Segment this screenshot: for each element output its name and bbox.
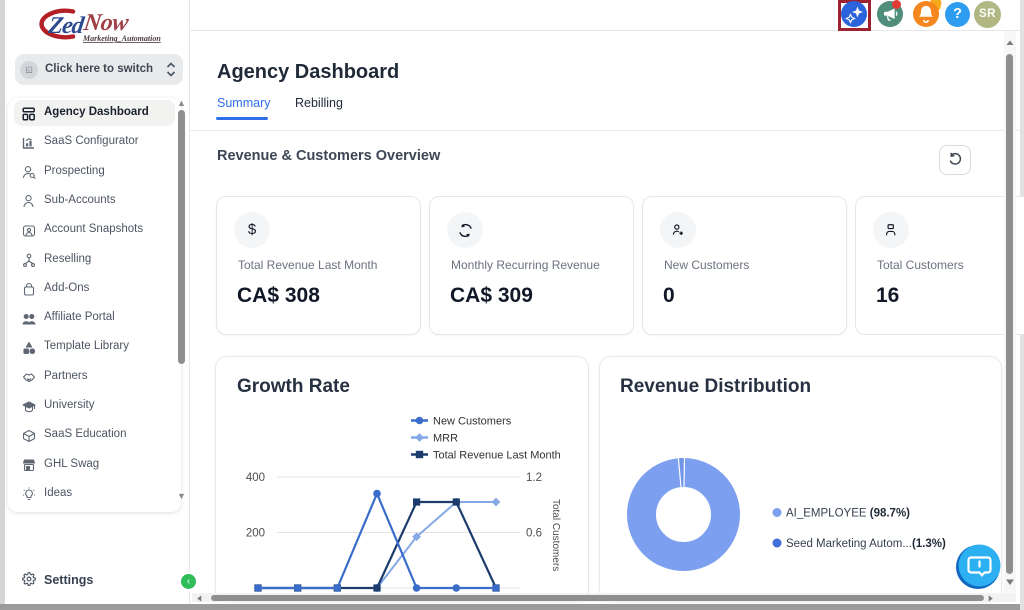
svg-text:New Customers: New Customers (433, 415, 512, 427)
svg-text:1.2: 1.2 (526, 472, 542, 484)
svg-text:MRR: MRR (433, 432, 458, 444)
svg-text:Marketing_Automation: Marketing_Automation (82, 34, 161, 43)
svg-text:400: 400 (246, 472, 265, 484)
svg-text:0.6: 0.6 (526, 528, 542, 540)
svg-text:Now: Now (81, 10, 131, 36)
svg-text:200: 200 (246, 528, 265, 540)
svg-text:Total Revenue Last Month: Total Revenue Last Month (433, 449, 561, 461)
svg-text:Seed Marketing Autom...(1.3%): Seed Marketing Autom...(1.3%) (786, 538, 946, 550)
svg-text:Zed: Zed (46, 13, 87, 39)
svg-text:AI_EMPLOYEE (98.7%): AI_EMPLOYEE (98.7%) (786, 508, 910, 520)
svg-text:Total Customers: Total Customers (550, 499, 561, 571)
